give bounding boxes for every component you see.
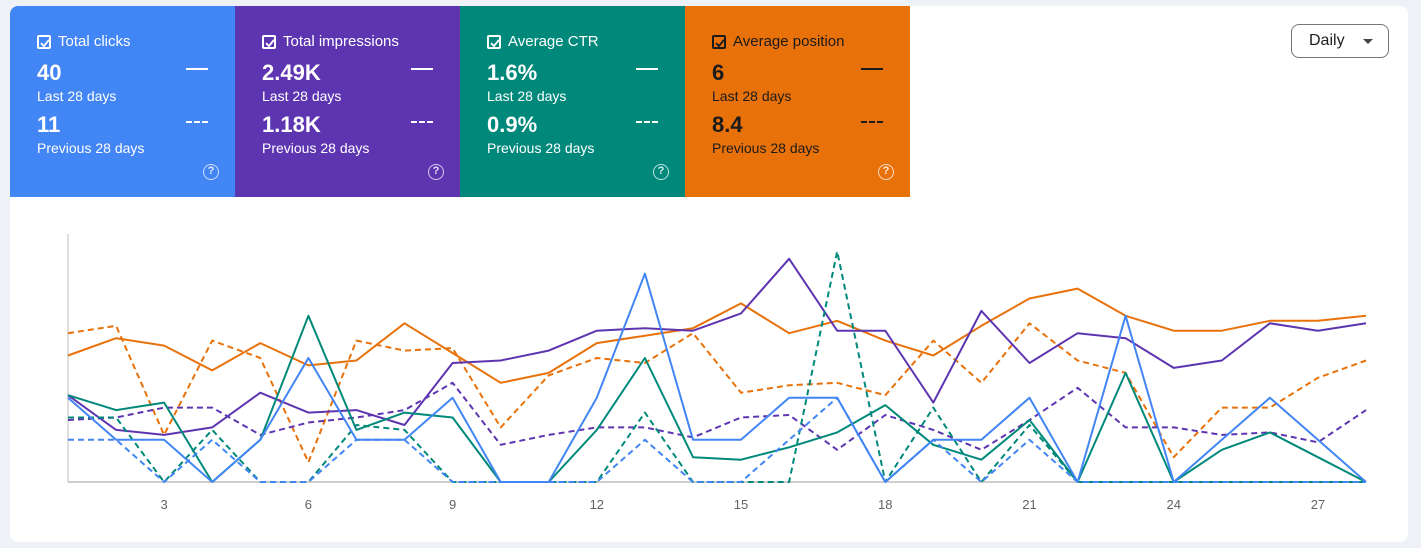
metric-title: Total clicks [58,33,131,50]
checkbox-checked-icon[interactable] [712,34,726,49]
metric-previous-period: Previous 28 days [712,140,820,156]
metric-total-impressions[interactable]: Total impressions 2.49K Last 28 days 1.1… [235,6,460,197]
solid-line-legend-icon [411,68,433,70]
checkbox-checked-icon[interactable] [487,34,501,49]
series-line-4-previous [67,381,1367,451]
dashed-line-legend-icon [411,121,433,123]
x-tick-label: 3 [161,497,168,512]
checkbox-checked-icon[interactable] [37,34,51,49]
help-icon[interactable]: ? [203,164,219,180]
metric-current-value: 1.6% [487,60,538,85]
x-tick-label: 24 [1166,497,1180,512]
dashed-line-legend-icon [186,121,208,123]
help-icon[interactable]: ? [428,164,444,180]
checkbox-checked-icon[interactable] [262,34,276,49]
help-icon[interactable]: ? [878,164,894,180]
metric-previous-value: 0.9% [487,112,538,137]
caret-down-icon [1363,39,1373,44]
metric-previous-value: 11 [37,112,61,137]
metric-current-value: 6 [712,60,725,85]
series-line-7-current [67,272,1367,483]
metric-current-period: Last 28 days [487,88,567,104]
series-line-8-previous [68,396,1366,483]
x-tick-label: 9 [449,497,456,512]
dashed-line-legend-icon [861,121,883,123]
solid-line-legend-icon [636,68,658,70]
metric-current-period: Last 28 days [712,88,792,104]
x-tick-label: 6 [305,497,312,512]
x-tick-label: 21 [1022,497,1036,512]
metric-previous-value: 8.4 [712,112,743,137]
metric-header: Average position [712,33,844,50]
metric-average-ctr[interactable]: Average CTR 1.6% Last 28 days 0.9% Previ… [460,6,685,197]
metric-previous-period: Previous 28 days [487,140,595,156]
metric-header: Total clicks [37,33,131,50]
metric-previous-period: Previous 28 days [37,140,145,156]
metric-current-period: Last 28 days [262,88,342,104]
metric-header: Average CTR [487,33,599,50]
granularity-label: Daily [1309,32,1345,49]
x-tick-label: 27 [1311,497,1325,512]
series-line-5-current [67,314,1367,483]
solid-line-legend-icon [861,68,883,70]
granularity-dropdown[interactable]: Daily [1291,24,1389,58]
solid-line-legend-icon [186,68,208,70]
metric-header: Total impressions [262,33,399,50]
metric-average-position[interactable]: Average position 6 Last 28 days 8.4 Prev… [685,6,910,197]
x-tick-label: 18 [878,497,892,512]
performance-card: Total clicks 40 Last 28 days 11 Previous… [10,6,1408,542]
metric-previous-value: 1.18K [262,112,321,137]
metric-title: Average CTR [508,33,599,50]
x-tick-label: 12 [590,497,604,512]
metric-current-period: Last 28 days [37,88,117,104]
series-line-2-previous [67,322,1367,464]
metric-total-clicks[interactable]: Total clicks 40 Last 28 days 11 Previous… [10,6,235,197]
metric-current-value: 2.49K [262,60,321,85]
performance-line-chart: 3 6 9 12 15 18 21 24 27 [67,234,1367,512]
series-line-3-current [67,257,1367,436]
dashed-line-legend-icon [636,121,658,123]
x-tick-label: 15 [734,497,748,512]
metric-current-value: 40 [37,60,62,85]
metric-title: Average position [733,33,845,50]
series-line-1-current [67,287,1367,384]
metric-previous-period: Previous 28 days [262,140,370,156]
metric-title: Total impressions [283,33,399,50]
help-icon[interactable]: ? [653,164,669,180]
